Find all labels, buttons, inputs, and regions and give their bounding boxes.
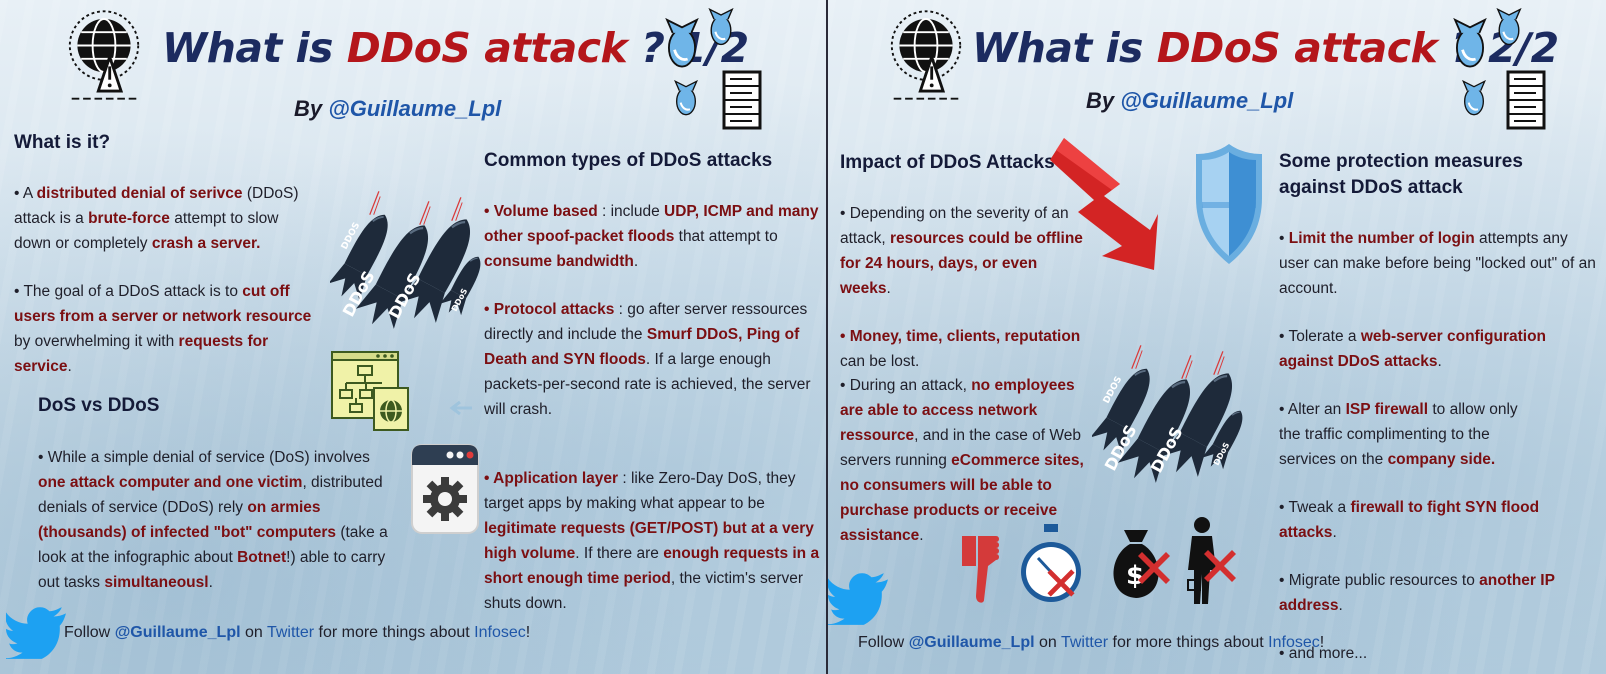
dos-text: • While a simple denial of service (DoS)…	[38, 445, 400, 618]
section-heading-what: What is it?	[14, 132, 111, 153]
type-volume: • Volume based : include UDP, ICMP and m…	[484, 203, 819, 270]
section-heading-dos: DoS vs DDoS	[38, 395, 160, 416]
protection-item: • and more...	[1279, 645, 1368, 662]
panel-divider	[826, 0, 828, 674]
arrow-left-icon	[448, 398, 474, 418]
shield-icon	[1194, 142, 1264, 266]
impact-text: • Depending on the severity of an attack…	[840, 201, 1086, 397]
svg-text:$: $	[1126, 561, 1144, 591]
twitter-icon[interactable]	[828, 570, 890, 628]
type-protocol: • Protocol attacks : go after server res…	[484, 301, 811, 418]
twitter-icon[interactable]	[6, 604, 68, 662]
what-paragraph-1: • A distributed denial of serivce (DDoS)…	[14, 185, 299, 252]
dos-paragraph: • While a simple denial of service (DoS)…	[38, 449, 388, 591]
byline: By @Guillaume_Lpl	[1086, 88, 1294, 113]
type-application: • Application layer : like Zero-Day DoS,…	[484, 470, 820, 612]
impact-text-3: • During an attack, no employees are abl…	[840, 373, 1102, 571]
server-icon	[722, 70, 762, 130]
what-paragraph-2: • The goal of a DDoS attack is to cut of…	[14, 283, 312, 375]
types-text: • Volume based : include UDP, ICMP and m…	[484, 199, 820, 639]
protection-item: • Alter an ISP firewall to allow only th…	[1279, 401, 1518, 468]
globe-warning-icon	[66, 6, 142, 104]
footer-follow: Follow @Guillaume_Lpl on Twitter for mor…	[858, 634, 1325, 651]
protection-item: • Tolerate a web-server configuration ag…	[1279, 328, 1547, 370]
footer-handle-link[interactable]: @Guillaume_Lpl	[114, 624, 241, 641]
red-arrow-down-icon	[1050, 138, 1160, 273]
page-title: What is DDoS attack ? 2/2	[972, 24, 1559, 72]
impact-paragraph-3: • During an attack, no employees are abl…	[840, 377, 1084, 544]
footer-twitter-link[interactable]: Twitter	[1060, 634, 1109, 651]
footer-handle-link[interactable]: @Guillaume_Lpl	[908, 634, 1035, 651]
section-heading-protection: Some protection measures against DDoS at…	[1279, 151, 1523, 198]
person-x-icon	[1184, 516, 1244, 608]
network-diagram-icon	[330, 348, 412, 434]
protection-text: • Limit the number of login attempts any…	[1279, 226, 1597, 674]
globe-warning-icon	[888, 6, 964, 104]
thumbs-down-icon	[958, 534, 1002, 606]
stopwatch-x-icon	[1018, 522, 1084, 612]
what-text: • A distributed denial of serivce (DDoS)…	[14, 181, 314, 402]
server-icon	[1506, 70, 1546, 130]
byline: By @Guillaume_Lpl	[294, 96, 502, 121]
footer-twitter-link[interactable]: Twitter	[266, 624, 315, 641]
settings-window-icon	[410, 443, 480, 535]
ddos-bombs-icon: DDOS DDoS DDoS DDoS	[1092, 344, 1252, 494]
section-heading-impact: Impact of DDoS Attacks	[840, 152, 1055, 173]
section-heading-types: Common types of DDoS attacks	[484, 150, 773, 171]
protection-item: • Limit the number of login attempts any…	[1279, 230, 1596, 297]
protection-item: • Tweak a firewall to fight SYN flood at…	[1279, 499, 1540, 541]
page-title: What is DDoS attack ? 1/2	[162, 24, 749, 72]
infographic-panel-2: What is DDoS attack ? 2/2 By @Guillaume_…	[828, 0, 1606, 674]
ddos-bombs-icon: DDOS DDoS DDoS DDoS	[330, 190, 490, 340]
impact-paragraph-2: • Money, time, clients, reputation can b…	[840, 328, 1081, 370]
protection-item: • Migrate public resources to another IP…	[1279, 572, 1555, 614]
infographic-panel-1: What is DDoS attack ? 1/2 By @Guillaume_…	[0, 0, 826, 674]
impact-paragraph-1: • Depending on the severity of an attack…	[840, 205, 1083, 297]
money-bag-x-icon: $	[1104, 526, 1176, 602]
footer-follow: Follow @Guillaume_Lpl on Twitter for mor…	[64, 624, 531, 641]
